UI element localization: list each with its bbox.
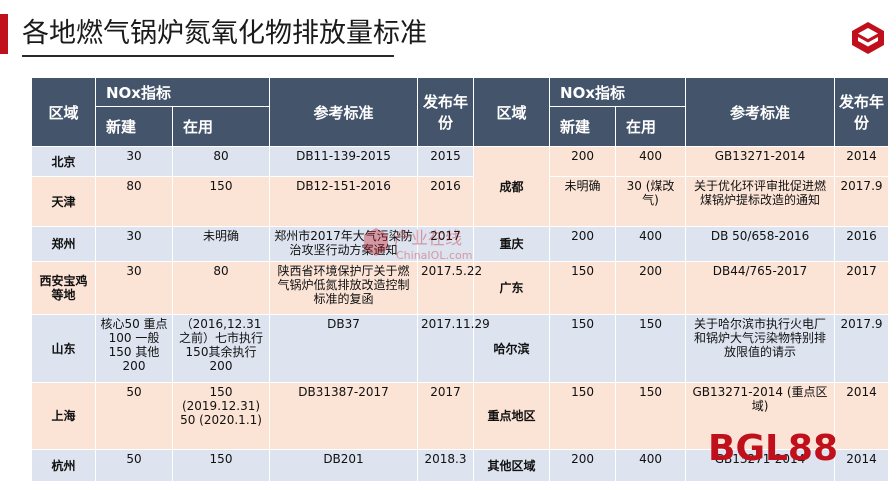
region-cell: 北京 [31, 146, 96, 177]
existing-cell: 80 [171, 261, 271, 315]
existing-cell: 80 [171, 146, 271, 177]
watermark-en: ChinaIOL.com [396, 249, 472, 262]
header-nox-right: NOx指标 [549, 77, 687, 107]
header-year: 发布年份 [417, 77, 475, 147]
watermark-cn: 产业在线 [394, 229, 462, 249]
standard-cell: 关于优化环评审批促进燃煤锅炉提标改造的通知 [685, 176, 836, 227]
bgl-logo-text: BGL88 [708, 428, 838, 466]
header-standard-right: 参考标准 [685, 77, 836, 147]
new-cell: 50 [95, 449, 173, 482]
region-cell: 郑州 [31, 226, 96, 262]
region-cell: 上海 [31, 382, 96, 450]
new-cell: 200 [549, 449, 617, 482]
page-title: 各地燃气锅炉氮氧化物排放量标准 [22, 18, 427, 49]
new-cell: 30 [95, 146, 173, 177]
standard-cell: DB 50/658-2016 [685, 226, 836, 262]
new-cell: 30 [95, 261, 173, 315]
standard-cell: 关于哈尔滨市执行火电厂和锅炉大气污染物特别排放限值的请示 [685, 314, 836, 383]
region-cell: 广东 [473, 261, 551, 315]
region-cell: 山东 [31, 314, 96, 383]
existing-cell: 400 [615, 146, 687, 177]
region-cell: 西安宝鸡等地 [31, 261, 96, 315]
table-row: 山东 核心50 重点100 一般150 其他200 （2016,12.31之前）… [31, 314, 888, 383]
table-row: 上海 50 150 (2019.12.31) 50 (2020.1.1) DB3… [31, 382, 888, 450]
year-cell: 2017 [417, 226, 475, 262]
table-row: 西安宝鸡等地 30 80 陕西省环境保护厅关于燃气锅炉低氮排放改造控制标准的复函… [31, 261, 888, 315]
region-cell: 杭州 [31, 449, 96, 482]
standard-cell: DB201 [269, 449, 419, 482]
standard-cell: DB37 [269, 314, 419, 383]
existing-cell: 150 [171, 176, 271, 227]
region-cell: 其他区域 [473, 449, 551, 482]
existing-cell: 150 [615, 382, 687, 450]
new-cell: 150 [549, 314, 617, 383]
header-new: 新建 [95, 106, 173, 147]
existing-cell: （2016,12.31之前）七市执行150其余执行200 [171, 314, 271, 383]
bgl-logo: BGL88 [708, 428, 838, 466]
year-cell: 2014 [834, 382, 888, 450]
new-cell: 80 [95, 176, 173, 227]
header-existing-right: 在用 [615, 106, 687, 147]
new-cell: 150 [549, 261, 617, 315]
year-cell: 2017 [834, 261, 888, 315]
standard-cell: DB31387-2017 [269, 382, 419, 450]
existing-cell: 150 [615, 314, 687, 383]
year-cell: 2016 [834, 226, 888, 262]
region-cell: 重点地区 [473, 382, 551, 450]
year-cell: 2015 [417, 146, 475, 177]
new-cell: 未明确 [549, 176, 617, 227]
year-cell: 2017 [417, 382, 475, 450]
header-year-right: 发布年份 [834, 77, 888, 147]
header-existing: 在用 [171, 106, 271, 147]
standard-cell: 郑州市2017年大气污染防治攻坚行动方案通知 [269, 226, 419, 262]
standard-cell: 陕西省环境保护厅关于燃气锅炉低氮排放改造控制标准的复函 [269, 261, 419, 315]
new-cell: 50 [95, 382, 173, 450]
region-cell: 哈尔滨 [473, 314, 551, 383]
year-cell: 2017.9 [834, 314, 888, 383]
header-region-right: 区域 [473, 77, 551, 147]
new-cell: 30 [95, 226, 173, 262]
year-cell: 2017.11.29 [417, 314, 490, 383]
watermark: 产业在线 ChinaIOL.com [364, 228, 472, 262]
region-cell: 成都 [473, 146, 551, 227]
existing-cell: 未明确 [171, 226, 271, 262]
year-cell: 2014 [834, 449, 888, 482]
existing-cell: 150 [171, 449, 271, 482]
year-cell: 2017.5.22 [417, 261, 482, 315]
standard-cell: GB13271-2014 (重点区域) [685, 382, 836, 450]
existing-cell: 400 [615, 449, 687, 482]
new-cell: 150 [549, 382, 617, 450]
new-cell: 200 [549, 226, 617, 262]
header-new-right: 新建 [549, 106, 617, 147]
company-logo [852, 22, 884, 54]
table-row: 北京 30 80 DB11-139-2015 2015 成都 200 400 G… [31, 146, 888, 227]
standard-cell: GB13271-2014 [685, 449, 836, 482]
table-row: 郑州 30 未明确 郑州市2017年大气污染防治攻坚行动方案通知 2017 重庆… [31, 226, 888, 262]
title-accent-bar [0, 14, 8, 54]
year-cell: 2016 [417, 176, 475, 227]
year-cell: 2018.3 [417, 449, 475, 482]
existing-cell: 150 (2019.12.31) 50 (2020.1.1) [171, 382, 271, 450]
header-region: 区域 [31, 77, 96, 147]
table-row: 天津 80 150 DB12-151-2016 2016 未明确 30 (煤改气… [31, 176, 888, 227]
standard-cell: DB12-151-2016 [269, 176, 419, 227]
region-cell: 天津 [31, 176, 96, 227]
title-underline [22, 55, 394, 57]
region-cell: 重庆 [473, 226, 551, 262]
standard-cell: DB44/765-2017 [685, 261, 836, 315]
existing-cell: 400 [615, 226, 687, 262]
table-row: 杭州 50 150 DB201 2018.3 其他区域 200 400 GB13… [31, 449, 888, 482]
year-cell: 2014 [834, 146, 888, 177]
nox-standards-table: 区域 NOx指标 参考标准 发布年份 区域 NOx指标 参考标准 发布年份 新建… [31, 77, 888, 482]
existing-cell: 200 [615, 261, 687, 315]
standard-cell: GB13271-2014 [685, 146, 836, 177]
new-cell: 核心50 重点100 一般150 其他200 [95, 314, 173, 383]
header-standard: 参考标准 [269, 77, 419, 147]
year-cell: 2017.9 [834, 176, 888, 227]
header-nox: NOx指标 [94, 77, 271, 107]
new-cell: 200 [549, 146, 617, 177]
standard-cell: DB11-139-2015 [269, 146, 419, 177]
existing-cell: 30 (煤改气) [615, 176, 687, 227]
